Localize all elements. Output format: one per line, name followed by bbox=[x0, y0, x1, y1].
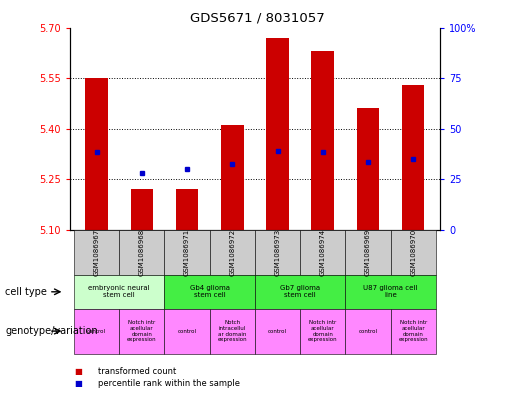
Text: Gb7 glioma
stem cell: Gb7 glioma stem cell bbox=[280, 285, 320, 298]
Text: control: control bbox=[178, 329, 197, 334]
Text: GSM1086973: GSM1086973 bbox=[274, 229, 281, 276]
Bar bbox=[402, 85, 424, 230]
Text: Notch intr
acellular
domain
expression: Notch intr acellular domain expression bbox=[127, 320, 157, 342]
Text: GSM1086967: GSM1086967 bbox=[94, 229, 100, 276]
Bar bbox=[176, 189, 198, 230]
Bar bbox=[357, 108, 379, 230]
Text: ■: ■ bbox=[75, 367, 82, 376]
Text: Notch intr
acellular
domain
expression: Notch intr acellular domain expression bbox=[308, 320, 337, 342]
Text: control: control bbox=[358, 329, 377, 334]
Text: GSM1086969: GSM1086969 bbox=[365, 229, 371, 276]
Text: Notch intr
acellular
domain
expression: Notch intr acellular domain expression bbox=[399, 320, 428, 342]
Bar bbox=[312, 51, 334, 230]
Text: GSM1086968: GSM1086968 bbox=[139, 229, 145, 276]
Text: GDS5671 / 8031057: GDS5671 / 8031057 bbox=[190, 12, 325, 25]
Text: genotype/variation: genotype/variation bbox=[5, 326, 98, 336]
Text: control: control bbox=[268, 329, 287, 334]
Bar bbox=[131, 189, 153, 230]
Bar bbox=[221, 125, 244, 230]
Text: GSM1086971: GSM1086971 bbox=[184, 229, 190, 276]
Text: GSM1086974: GSM1086974 bbox=[320, 229, 326, 276]
Text: embryonic neural
stem cell: embryonic neural stem cell bbox=[89, 285, 150, 298]
Text: control: control bbox=[87, 329, 106, 334]
Text: cell type: cell type bbox=[5, 287, 47, 297]
Text: U87 glioma cell
line: U87 glioma cell line bbox=[364, 285, 418, 298]
Text: transformed count: transformed count bbox=[98, 367, 176, 376]
Text: Notch
intracellul
ar domain
expression: Notch intracellul ar domain expression bbox=[217, 320, 247, 342]
Bar bbox=[85, 78, 108, 230]
Text: ■: ■ bbox=[75, 379, 82, 387]
Text: Gb4 glioma
stem cell: Gb4 glioma stem cell bbox=[190, 285, 230, 298]
Bar bbox=[266, 38, 289, 230]
Text: GSM1086970: GSM1086970 bbox=[410, 229, 416, 276]
Text: percentile rank within the sample: percentile rank within the sample bbox=[98, 379, 240, 387]
Text: GSM1086972: GSM1086972 bbox=[229, 229, 235, 276]
